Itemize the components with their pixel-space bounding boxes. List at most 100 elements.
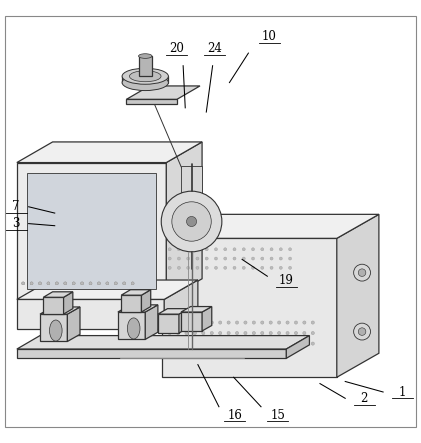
Circle shape <box>56 282 58 285</box>
Polygon shape <box>121 295 141 312</box>
Circle shape <box>193 321 197 324</box>
Circle shape <box>311 331 314 334</box>
Polygon shape <box>17 142 202 163</box>
Text: 3: 3 <box>12 217 20 230</box>
Circle shape <box>224 266 227 269</box>
Circle shape <box>205 248 208 251</box>
Circle shape <box>187 266 190 269</box>
Circle shape <box>224 257 227 260</box>
Circle shape <box>233 266 236 269</box>
Polygon shape <box>337 214 379 377</box>
Circle shape <box>242 248 245 251</box>
Circle shape <box>252 321 256 324</box>
Circle shape <box>242 257 245 260</box>
Circle shape <box>261 257 264 260</box>
Text: 15: 15 <box>270 408 285 422</box>
Circle shape <box>233 248 236 251</box>
Polygon shape <box>121 290 151 295</box>
Circle shape <box>261 342 264 345</box>
Circle shape <box>185 342 188 345</box>
Circle shape <box>98 282 100 285</box>
Circle shape <box>210 321 213 324</box>
Circle shape <box>72 282 75 285</box>
Circle shape <box>311 321 314 324</box>
Circle shape <box>123 282 125 285</box>
Circle shape <box>115 282 117 285</box>
Circle shape <box>224 248 227 251</box>
Ellipse shape <box>50 320 62 341</box>
Circle shape <box>277 331 281 334</box>
Circle shape <box>261 266 264 269</box>
Polygon shape <box>139 56 152 76</box>
Circle shape <box>177 257 181 260</box>
Polygon shape <box>118 305 158 312</box>
Circle shape <box>277 342 281 345</box>
Circle shape <box>288 257 292 260</box>
Circle shape <box>89 282 92 285</box>
Polygon shape <box>43 297 64 314</box>
Circle shape <box>115 282 117 285</box>
Ellipse shape <box>139 54 152 58</box>
Circle shape <box>39 282 41 285</box>
Circle shape <box>185 321 188 324</box>
Polygon shape <box>126 86 200 99</box>
Circle shape <box>202 342 205 345</box>
Circle shape <box>72 282 75 285</box>
Polygon shape <box>181 307 212 312</box>
Polygon shape <box>181 312 202 331</box>
Polygon shape <box>162 238 337 377</box>
Circle shape <box>286 321 289 324</box>
Circle shape <box>106 282 109 285</box>
Circle shape <box>47 282 50 285</box>
Circle shape <box>168 321 171 324</box>
Circle shape <box>131 282 134 285</box>
Polygon shape <box>67 307 80 342</box>
Ellipse shape <box>122 68 168 84</box>
Circle shape <box>81 282 83 285</box>
Circle shape <box>251 266 255 269</box>
Circle shape <box>202 331 205 334</box>
Polygon shape <box>17 349 286 358</box>
Circle shape <box>193 331 197 334</box>
Polygon shape <box>141 290 151 312</box>
Circle shape <box>22 282 24 285</box>
Circle shape <box>294 331 298 334</box>
Circle shape <box>176 331 180 334</box>
Circle shape <box>294 321 298 324</box>
Circle shape <box>81 282 83 285</box>
Polygon shape <box>40 314 67 342</box>
Circle shape <box>303 331 306 334</box>
Polygon shape <box>17 299 164 329</box>
Circle shape <box>214 257 218 260</box>
Circle shape <box>244 321 247 324</box>
Polygon shape <box>202 307 212 331</box>
Polygon shape <box>126 99 177 105</box>
Circle shape <box>270 248 273 251</box>
Circle shape <box>303 342 306 345</box>
Circle shape <box>202 321 205 324</box>
Text: 2: 2 <box>360 392 368 405</box>
Circle shape <box>30 282 33 285</box>
Polygon shape <box>179 309 189 333</box>
Circle shape <box>123 282 125 285</box>
Circle shape <box>185 331 188 334</box>
Circle shape <box>227 342 230 345</box>
Circle shape <box>303 321 306 324</box>
Circle shape <box>161 191 222 252</box>
Circle shape <box>214 248 218 251</box>
Text: 20: 20 <box>169 43 184 55</box>
Circle shape <box>30 282 33 285</box>
Circle shape <box>106 282 109 285</box>
Polygon shape <box>164 280 198 329</box>
Circle shape <box>98 282 100 285</box>
Circle shape <box>279 248 282 251</box>
Text: 16: 16 <box>227 408 242 422</box>
Circle shape <box>210 342 213 345</box>
Circle shape <box>269 321 272 324</box>
Circle shape <box>72 282 75 285</box>
Circle shape <box>269 342 272 345</box>
Polygon shape <box>145 305 158 339</box>
Circle shape <box>288 248 292 251</box>
Polygon shape <box>27 173 156 289</box>
Circle shape <box>177 266 181 269</box>
